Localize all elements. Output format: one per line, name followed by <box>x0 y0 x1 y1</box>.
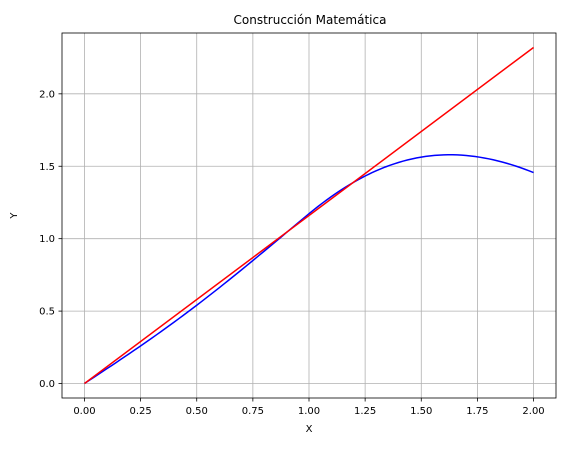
x-tick-label: 1.25 <box>354 406 376 417</box>
y-tick-label: 2.0 <box>39 89 55 100</box>
y-tick-label: 1.5 <box>39 162 55 173</box>
y-tick-label: 1.0 <box>39 234 55 245</box>
y-tick-label: 0.5 <box>39 307 55 318</box>
x-tick-label: 0.75 <box>242 406 264 417</box>
x-tick-label: 0.00 <box>73 406 95 417</box>
x-tick-label: 1.75 <box>466 406 488 417</box>
series-group <box>84 46 534 385</box>
chart-title: Construcción Matemática <box>234 13 387 27</box>
y-tick-label: 0.0 <box>39 379 55 390</box>
x-tick-label: 0.50 <box>186 406 208 417</box>
axis-ticks: 0.00 0.25 0.50 0.75 1.00 1.25 1.50 1.75 2.00 0.0 0… <box>39 89 545 417</box>
x-tick-label: 1.50 <box>410 406 432 417</box>
y-axis-label: Y <box>9 212 20 220</box>
red-line <box>84 46 534 385</box>
x-axis-label: X <box>306 424 313 435</box>
x-tick-label: 1.00 <box>298 406 320 417</box>
x-tick-label: 0.25 <box>129 406 151 417</box>
x-tick-label: 2.00 <box>522 406 544 417</box>
blue-curve <box>84 154 534 385</box>
